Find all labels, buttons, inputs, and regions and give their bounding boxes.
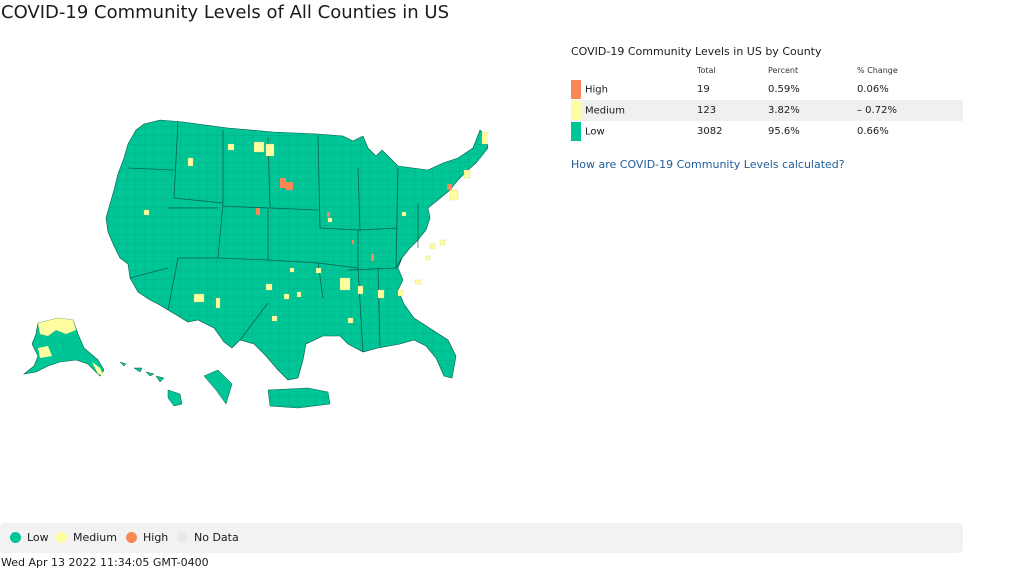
puerto-rico[interactable] <box>267 387 331 409</box>
map-legend: Low Medium High No Data <box>0 523 963 553</box>
high-counties[interactable] <box>256 178 452 261</box>
change-value: 0.06% <box>857 84 889 95</box>
contiguous-us[interactable] <box>105 119 488 381</box>
header-total: Total <box>697 66 716 75</box>
legend-label: Low <box>27 531 49 544</box>
header-change: % Change <box>857 66 898 75</box>
summary-table: Total Percent % Change High 19 0.59% 0.0… <box>571 66 963 142</box>
pacific-territory[interactable] <box>203 369 233 405</box>
header-percent: Percent <box>768 66 799 75</box>
summary-row-low: Low 3082 95.6% 0.66% <box>571 121 963 142</box>
legend-label: Medium <box>73 531 117 544</box>
medium-swatch <box>571 101 581 120</box>
level-label: Medium <box>585 105 625 117</box>
us-county-map[interactable] <box>18 108 488 413</box>
percent-value: 3.82% <box>768 100 857 121</box>
calculation-link[interactable]: How are COVID-19 Community Levels calcul… <box>571 158 845 171</box>
high-dot-icon <box>126 532 137 543</box>
legend-label: High <box>143 531 169 544</box>
timestamp: Wed Apr 13 2022 11:34:05 GMT-0400 <box>1 556 209 569</box>
summary-header-row: Total Percent % Change <box>571 66 963 79</box>
no-data-dot-icon <box>177 532 188 543</box>
page-title: COVID-19 Community Levels of All Countie… <box>1 2 450 23</box>
high-swatch <box>571 80 581 99</box>
summary-panel: COVID-19 Community Levels in US by Count… <box>571 45 963 171</box>
legend-item-high[interactable]: High <box>126 531 168 544</box>
summary-row-high: High 19 0.59% 0.06% <box>571 79 963 100</box>
medium-dot-icon <box>56 532 67 543</box>
change-value: – 0.72% <box>857 100 963 121</box>
percent-value: 95.6% <box>768 126 800 137</box>
level-label: Low <box>585 126 605 138</box>
legend-label: No Data <box>194 531 239 544</box>
low-swatch <box>571 122 581 141</box>
percent-value: 0.59% <box>768 84 800 95</box>
medium-counties[interactable] <box>143 131 488 324</box>
legend-item-low[interactable]: Low <box>10 531 49 544</box>
state-borders <box>127 120 419 353</box>
summary-row-medium: Medium 123 3.82% – 0.72% <box>571 100 963 121</box>
header-level <box>571 66 697 79</box>
level-label: High <box>585 84 608 96</box>
hawaii[interactable] <box>119 361 183 407</box>
total-value: 19 <box>697 84 710 95</box>
low-dot-icon <box>10 532 21 543</box>
change-value: 0.66% <box>857 126 889 137</box>
total-value: 123 <box>697 100 768 121</box>
alaska[interactable] <box>22 317 105 377</box>
legend-item-no-data[interactable]: No Data <box>177 531 239 544</box>
summary-title: COVID-19 Community Levels in US by Count… <box>571 45 822 58</box>
legend-item-medium[interactable]: Medium <box>56 531 117 544</box>
total-value: 3082 <box>697 126 723 137</box>
